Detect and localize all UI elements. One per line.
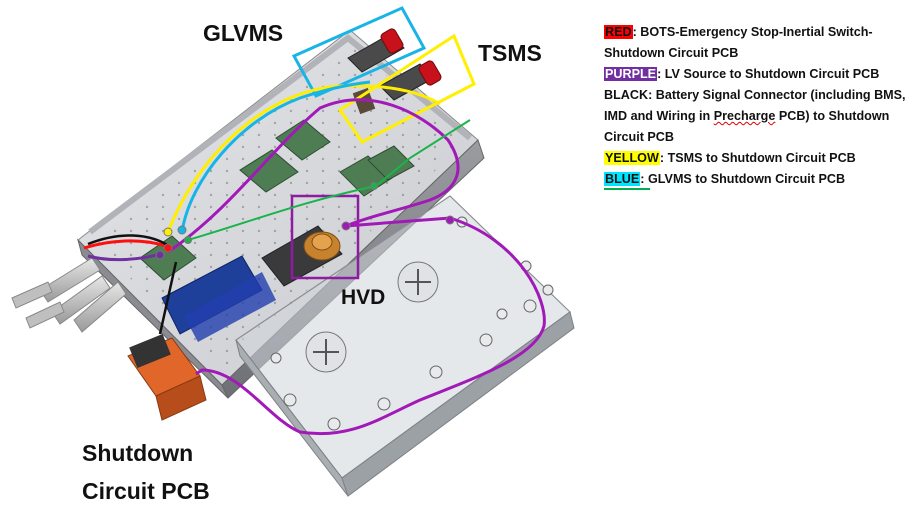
glv-pcb-boards xyxy=(139,119,415,281)
legend-key-black: BLACK xyxy=(604,88,649,102)
shutdown-orange-connector xyxy=(127,334,207,421)
hvd-highlight-box xyxy=(290,194,360,280)
yellow-wire-tsms xyxy=(166,84,441,233)
red-wire-bots xyxy=(83,239,167,250)
legend-key-purple: PURPLE xyxy=(604,67,658,81)
legend-entry-red: RED: BOTS-Emergency Stop-Inertial Switch… xyxy=(604,22,922,64)
legend-text-black-squiggle: Precharge xyxy=(713,109,776,123)
purple-wire-short xyxy=(87,252,161,262)
legend-text-yellow: : TSMS to Shutdown Circuit PCB xyxy=(659,151,856,165)
legend-text-black-1: : Battery Signal Connector (including BM… xyxy=(604,88,906,123)
legend-key-blue: BLUE xyxy=(604,172,641,186)
legend-entry-blue: BLUE: GLVMS to Shutdown Circuit PCB xyxy=(604,169,922,190)
shutdown-label-line1: Shutdown xyxy=(82,440,194,466)
legend-text-black-2: PCB) to Shutdown Circuit PCB xyxy=(604,109,890,144)
legend-text-red: : BOTS-Emergency Stop-Inertial Switch-Sh… xyxy=(604,25,873,60)
shutdown-circuit-pcb-label: Shutdown Circuit PCB xyxy=(82,434,210,510)
legend-key-red: RED xyxy=(604,25,633,39)
harness-cables xyxy=(11,257,127,333)
legend-key-yellow: YELLOW xyxy=(604,151,660,165)
shutdown-label-line2: Circuit PCB xyxy=(82,478,210,504)
hvd-label: HVD xyxy=(341,286,386,309)
battery-module xyxy=(161,255,276,342)
legend-text-blue: : GLVMS to Shutdown Circuit PCB xyxy=(640,172,846,186)
legend-entry-purple: PURPLE: LV Source to Shutdown Circuit PC… xyxy=(604,64,922,85)
wire-terminals xyxy=(155,182,455,260)
glvms-label: GLVMS xyxy=(203,20,284,46)
wiring-legend: RED: BOTS-Emergency Stop-Inertial Switch… xyxy=(604,22,922,190)
black-wire-battery-signal xyxy=(87,234,178,335)
glvms-highlight-box xyxy=(291,6,427,98)
legend-entry-black: BLACK: Battery Signal Connector (includi… xyxy=(604,85,922,148)
tsms-highlight-box xyxy=(337,33,476,144)
legend-text-purple: : LV Source to Shutdown Circuit PCB xyxy=(657,67,880,81)
legend-entry-yellow: YELLOW: TSMS to Shutdown Circuit PCB xyxy=(604,148,922,169)
legend-green-underline xyxy=(604,188,650,190)
transparent-cell-lid xyxy=(235,195,575,497)
blue-wire-glvms xyxy=(180,80,371,233)
tsms-label: TSMS xyxy=(478,40,542,66)
hvd-connector xyxy=(303,231,341,261)
